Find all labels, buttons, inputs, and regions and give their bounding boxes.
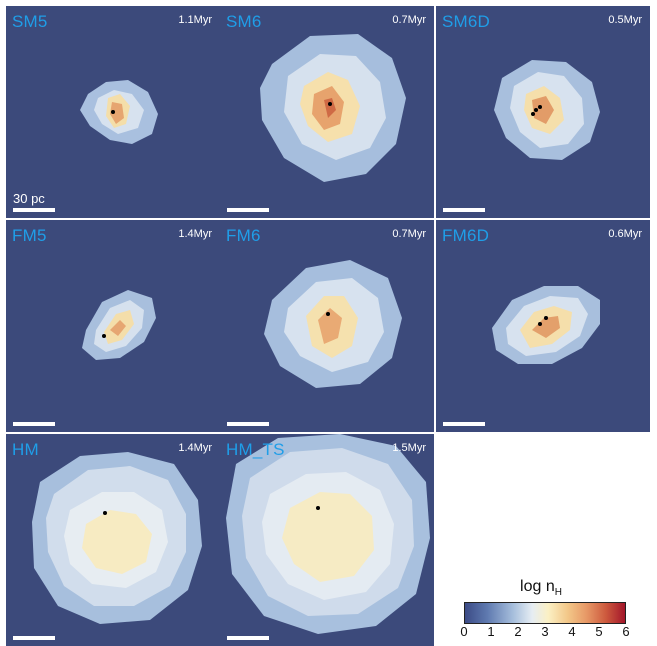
cloud-image bbox=[492, 286, 600, 364]
colorbar-title: log nH bbox=[456, 578, 626, 598]
panel-time: 0.7Myr bbox=[392, 14, 426, 26]
colorbar: log nH 0 1 2 3 4 5 6 bbox=[456, 578, 636, 642]
cloud-image bbox=[260, 34, 406, 182]
cloud-image bbox=[32, 452, 202, 624]
panel-sm6d: SM6D 0.5Myr bbox=[436, 6, 650, 218]
colorbar-title-subscript: H bbox=[554, 587, 562, 599]
panel-time: 1.4Myr bbox=[178, 228, 212, 240]
panel-label: SM6 bbox=[226, 12, 262, 31]
panel-sm5: SM5 1.1Myr 30 pc bbox=[6, 6, 220, 218]
scale-bar bbox=[227, 208, 269, 212]
panel-sm6: SM6 0.7Myr bbox=[220, 6, 434, 218]
panel-hm: HM 1.4Myr bbox=[6, 434, 220, 646]
cloud-image bbox=[264, 260, 402, 388]
colorbar-tick: 4 bbox=[568, 624, 576, 639]
panel-label: SM5 bbox=[12, 12, 48, 31]
scale-label: 30 pc bbox=[13, 191, 45, 206]
panel-time: 0.6Myr bbox=[608, 228, 642, 240]
panel-time: 1.5Myr bbox=[392, 442, 426, 454]
colorbar-tick: 2 bbox=[514, 624, 522, 639]
panel-time: 0.5Myr bbox=[608, 14, 642, 26]
colorbar-title-text: log n bbox=[520, 578, 555, 595]
cloud-image bbox=[226, 434, 430, 634]
colorbar-ticks: 0 1 2 3 4 5 6 bbox=[460, 624, 629, 642]
panel-fm6d: FM6D 0.6Myr bbox=[436, 220, 650, 432]
cloud-image bbox=[82, 290, 156, 360]
scale-bar bbox=[13, 422, 55, 426]
scale-bar bbox=[443, 422, 485, 426]
colorbar-tick: 6 bbox=[622, 624, 630, 639]
cloud-image bbox=[80, 80, 158, 144]
panel-time: 1.1Myr bbox=[178, 14, 212, 26]
panel-time: 1.4Myr bbox=[178, 442, 212, 454]
panel-label: HM bbox=[12, 440, 39, 459]
colorbar-tick: 3 bbox=[541, 624, 549, 639]
scale-bar bbox=[13, 208, 55, 212]
colorbar-tick: 0 bbox=[460, 624, 468, 639]
scale-bar bbox=[13, 636, 55, 640]
scale-bar bbox=[443, 208, 485, 212]
scale-bar bbox=[227, 422, 269, 426]
colorbar-tick: 1 bbox=[487, 624, 495, 639]
panel-label: FM6D bbox=[442, 226, 490, 245]
panel-fm6: FM6 0.7Myr bbox=[220, 220, 434, 432]
colorbar-tick: 5 bbox=[595, 624, 603, 639]
panel-fm5: FM5 1.4Myr bbox=[6, 220, 220, 432]
scale-bar bbox=[227, 636, 269, 640]
panel-label: FM6 bbox=[226, 226, 261, 245]
panel-label: FM5 bbox=[12, 226, 47, 245]
colorbar-gradient bbox=[464, 602, 626, 624]
panel-hm-ts: HM_TS 1.5Myr bbox=[220, 434, 434, 646]
panel-time: 0.7Myr bbox=[392, 228, 426, 240]
panel-label: SM6D bbox=[442, 12, 491, 31]
cloud-image bbox=[494, 60, 600, 160]
panel-label: HM_TS bbox=[226, 440, 285, 459]
